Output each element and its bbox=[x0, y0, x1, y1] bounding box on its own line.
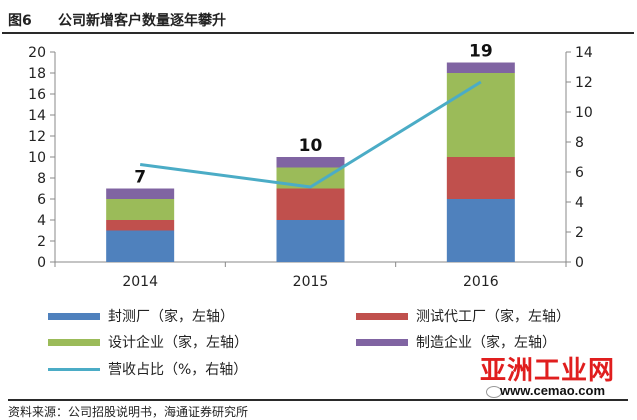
figure-title: 公司新增客户数量逐年攀升 bbox=[58, 13, 226, 29]
bar-segment-1 bbox=[276, 188, 345, 220]
watermark-url: www.cemao.com bbox=[500, 383, 605, 398]
right-axis-tick-label: 8 bbox=[575, 135, 584, 151]
bar-segment-3 bbox=[106, 188, 175, 199]
bar-total-label: 7 bbox=[134, 168, 146, 188]
legend-label-series-3: 制造企业（家，左轴） bbox=[416, 335, 556, 351]
bar-segment-1 bbox=[106, 220, 175, 231]
bar-total-label: 10 bbox=[299, 136, 323, 156]
left-axis-tick-label: 18 bbox=[28, 66, 46, 82]
legend-item-series-2: 设计企业（家，左轴） bbox=[48, 331, 248, 353]
x-axis-category-label: 2015 bbox=[293, 274, 329, 290]
bar-segment-2 bbox=[106, 199, 175, 220]
bar-segment-2 bbox=[446, 73, 515, 157]
left-axis-tick-label: 0 bbox=[37, 255, 46, 271]
figure-title-bar: 图6 公司新增客户数量逐年攀升 bbox=[2, 2, 634, 34]
bar-segment-0 bbox=[276, 220, 345, 262]
right-axis-tick-label: 2 bbox=[575, 225, 584, 241]
bar-segment-0 bbox=[446, 199, 515, 262]
left-axis-tick-label: 16 bbox=[28, 87, 46, 103]
legend-swatch-line bbox=[48, 367, 100, 371]
right-axis-tick-label: 14 bbox=[575, 45, 593, 61]
legend-swatch-series-0 bbox=[48, 312, 100, 320]
left-axis-tick-label: 8 bbox=[37, 171, 46, 187]
legend-item-line: 营收占比（%，右轴） bbox=[48, 358, 247, 380]
bar-segment-3 bbox=[276, 157, 345, 168]
legend-label-series-2: 设计企业（家，左轴） bbox=[108, 335, 248, 351]
legend-swatch-series-2 bbox=[48, 338, 100, 346]
right-axis-tick-label: 12 bbox=[575, 75, 593, 91]
wechat-icon bbox=[486, 386, 502, 398]
left-axis-tick-label: 20 bbox=[28, 45, 46, 61]
watermark-brand: 亚洲工业网 bbox=[480, 355, 616, 385]
legend-label-series-1: 测试代工厂（家，左轴） bbox=[416, 309, 570, 325]
right-axis-tick-label: 0 bbox=[575, 255, 584, 271]
legend-item-series-3: 制造企业（家，左轴） bbox=[356, 331, 556, 353]
legend-swatch-series-3 bbox=[356, 338, 408, 346]
legend-item-series-1: 测试代工厂（家，左轴） bbox=[356, 305, 570, 327]
right-axis-tick-label: 10 bbox=[575, 105, 593, 121]
figure-number: 图6 bbox=[8, 13, 32, 29]
stacked-bar-line-chart: 0 2 4 6 8 10 12 14 16 18 20 0 2 4 6 8 10 12 14 2014 2015 2016… bbox=[28, 42, 593, 291]
left-axis-tick-label: 10 bbox=[28, 150, 46, 166]
left-axis-tick-label: 6 bbox=[37, 192, 46, 208]
left-axis-tick-label: 14 bbox=[28, 108, 46, 124]
legend-item-series-0: 封测厂（家，左轴） bbox=[48, 305, 234, 327]
left-axis-tick-label: 2 bbox=[37, 234, 46, 250]
chart-legend: 封测厂（家，左轴） 测试代工厂（家，左轴） 设计企业（家，左轴） 制造企业（家，… bbox=[48, 300, 608, 390]
left-axis-tick-label: 4 bbox=[37, 213, 46, 229]
legend-label-series-0: 封测厂（家，左轴） bbox=[108, 309, 234, 325]
line-series-revenue-share bbox=[139, 80, 482, 189]
x-axis-category-label: 2016 bbox=[463, 274, 499, 290]
bar-segment-0 bbox=[106, 230, 175, 262]
x-axis-category-label: 2014 bbox=[122, 274, 158, 290]
right-axis-tick-label: 4 bbox=[575, 195, 584, 211]
bar-segment-1 bbox=[446, 157, 515, 199]
bar-segment-3 bbox=[446, 62, 515, 73]
bar-total-label: 19 bbox=[469, 42, 493, 62]
legend-swatch-series-1 bbox=[356, 312, 408, 320]
source-note: 资料来源：公司招股说明书，海通证券研究所 bbox=[8, 399, 628, 420]
legend-label-line: 营收占比（%，右轴） bbox=[108, 362, 248, 378]
left-axis-tick-label: 12 bbox=[28, 129, 46, 145]
right-axis-tick-label: 6 bbox=[575, 165, 584, 181]
